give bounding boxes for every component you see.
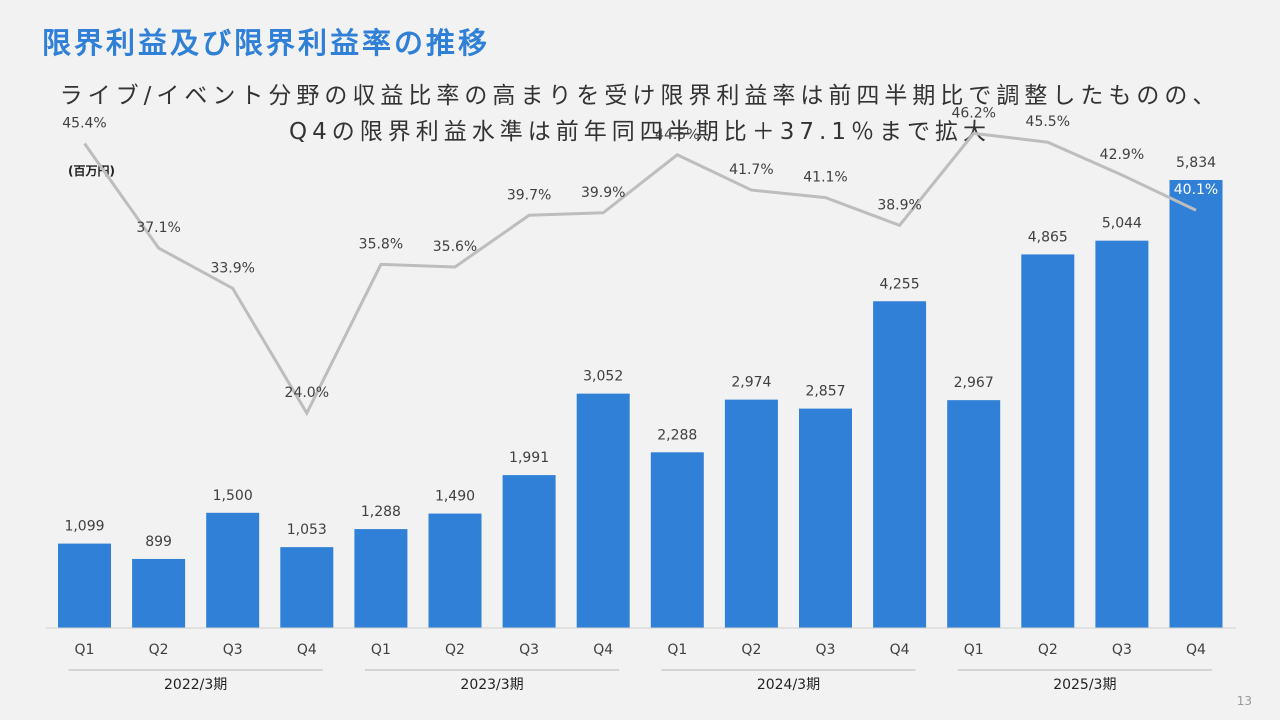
x-tick-label: Q1	[964, 642, 984, 658]
x-tick-label: Q4	[1186, 642, 1206, 658]
bar	[502, 475, 556, 628]
bar-value-label: 4,865	[1028, 229, 1068, 245]
bar	[132, 558, 186, 628]
subtitle-line-2: Q4の限界利益水準は前年同四半期比＋37.1％まで拡大	[289, 119, 991, 145]
bar-value-label: 899	[145, 534, 172, 550]
x-tick-label: Q4	[890, 642, 910, 658]
page-subtitle: ライブ/イベント分野の収益比率の高まりを受け限界利益率は前四半期比で調整したもの…	[0, 78, 1280, 150]
rate-value-label: 35.8%	[359, 236, 403, 252]
bar	[724, 399, 778, 628]
x-tick-label: Q2	[1038, 642, 1058, 658]
x-tick-label: Q2	[445, 642, 465, 658]
rate-value-label: 45.4%	[62, 115, 106, 131]
rate-value-label: 38.9%	[877, 197, 921, 213]
group-label: 2022/3期	[164, 677, 227, 693]
bar-value-label: 1,288	[361, 504, 401, 520]
rate-value-label: 41.1%	[803, 170, 847, 186]
bar-value-label: 2,967	[954, 375, 994, 391]
x-tick-label: Q2	[741, 642, 761, 658]
bar	[947, 400, 1001, 628]
rate-value-label: 40.1%	[1174, 182, 1218, 198]
subtitle-line-1: ライブ/イベント分野の収益比率の高まりを受け限界利益率は前四半期比で調整したもの…	[59, 83, 1221, 109]
page-title: 限界利益及び限界利益率の推移	[42, 26, 491, 60]
x-tick-label: Q4	[593, 642, 613, 658]
group-label: 2023/3期	[460, 677, 523, 693]
rate-value-label: 46.2%	[951, 105, 995, 121]
rate-value-label: 37.1%	[136, 220, 180, 236]
bar-value-label: 2,857	[805, 384, 845, 400]
rate-value-label: 42.9%	[1100, 147, 1144, 163]
group-label: 2024/3期	[757, 677, 820, 693]
bar	[1169, 180, 1223, 628]
bar-value-label: 1,500	[213, 488, 253, 504]
rate-value-label: 24.0%	[285, 385, 329, 401]
bar	[58, 543, 111, 628]
rate-value-label: 35.6%	[433, 239, 477, 255]
bar	[873, 301, 927, 628]
x-tick-label: Q3	[1112, 642, 1132, 658]
page-number: 13	[1236, 694, 1252, 708]
x-tick-label: Q3	[223, 642, 243, 658]
bar-value-label: 3,052	[583, 369, 623, 385]
bar-value-label: 1,490	[435, 489, 475, 505]
bar-value-label: 1,991	[509, 450, 549, 466]
x-tick-label: Q3	[816, 642, 836, 658]
bar	[799, 408, 852, 628]
rate-value-label: 39.7%	[507, 187, 551, 203]
bar-value-label: 2,288	[657, 427, 697, 443]
bar-value-label: 1,053	[287, 522, 327, 538]
rate-value-label: 44.5%	[655, 127, 699, 143]
x-tick-label: Q4	[297, 642, 317, 658]
bar	[650, 452, 704, 628]
bar	[354, 529, 408, 628]
data-labels: 1,099 899 1,500 1,053 1,288 1,490 1,991 3,052 2,…	[62, 105, 1218, 550]
fiscal-year-groups: 2022/3期 2023/3期 2024/3期 2025/3期	[68, 669, 1212, 693]
bar	[1095, 240, 1149, 628]
bar	[280, 547, 334, 628]
group-label: 2025/3期	[1053, 677, 1116, 693]
x-axis-ticks: Q1 Q2 Q3 Q4 Q1 Q2 Q3 Q4 Q1 Q2 Q3 Q4 Q1 Q2 Q3 Q4	[75, 642, 1207, 658]
bar	[576, 393, 630, 628]
x-tick-label: Q2	[149, 642, 169, 658]
bar-series	[58, 180, 1223, 628]
x-tick-label: Q1	[371, 642, 391, 658]
bar-value-label: 4,255	[880, 276, 920, 292]
bar-value-label: 5,834	[1176, 155, 1216, 171]
bar-value-label: 1,099	[64, 519, 104, 535]
rate-value-label: 39.9%	[581, 185, 625, 201]
rate-value-label: 45.5%	[1026, 114, 1070, 130]
x-tick-label: Q1	[667, 642, 687, 658]
rate-value-label: 33.9%	[210, 260, 254, 276]
rate-line	[83, 131, 1197, 417]
x-tick-label: Q3	[519, 642, 539, 658]
bar	[428, 513, 482, 628]
x-tick-label: Q1	[75, 642, 95, 658]
bar-value-label: 5,044	[1102, 216, 1142, 232]
rate-value-label: 41.7%	[729, 162, 773, 178]
bar	[1021, 254, 1075, 628]
bar-value-label: 2,974	[731, 375, 771, 391]
bar	[206, 512, 260, 628]
